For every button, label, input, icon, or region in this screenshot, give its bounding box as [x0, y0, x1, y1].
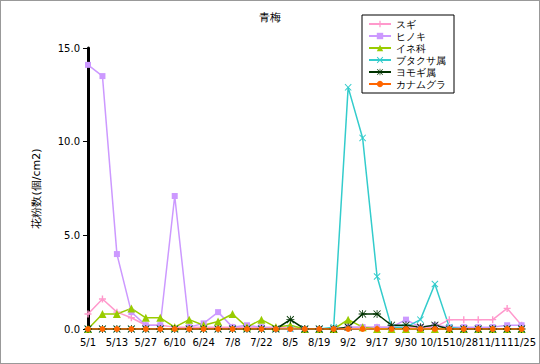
svg-text:11/11: 11/11	[478, 337, 507, 348]
svg-text:7/8: 7/8	[224, 337, 240, 348]
svg-text:0.0: 0.0	[64, 324, 80, 335]
svg-text:5/13: 5/13	[106, 337, 128, 348]
svg-text:10/28: 10/28	[449, 337, 478, 348]
svg-text:ブタクサ属: ブタクサ属	[396, 55, 446, 66]
svg-text:9/2: 9/2	[340, 337, 356, 348]
svg-text:5/1: 5/1	[80, 337, 96, 348]
svg-text:6/10: 6/10	[163, 337, 185, 348]
svg-text:青梅: 青梅	[259, 11, 281, 24]
svg-text:8/5: 8/5	[282, 337, 298, 348]
svg-text:8/19: 8/19	[308, 337, 330, 348]
svg-text:スギ: スギ	[396, 19, 416, 30]
svg-text:10.0: 10.0	[58, 136, 80, 147]
svg-text:カナムグラ: カナムグラ	[396, 79, 446, 90]
svg-text:11/25: 11/25	[507, 337, 536, 348]
svg-text:イネ科: イネ科	[396, 43, 426, 54]
svg-text:6/24: 6/24	[192, 337, 214, 348]
svg-text:ヨモギ属: ヨモギ属	[396, 67, 436, 78]
svg-text:9/30: 9/30	[395, 337, 417, 348]
svg-text:7/22: 7/22	[250, 337, 272, 348]
svg-text:花粉数(個/cm2): 花粉数(個/cm2)	[30, 148, 43, 228]
svg-text:9/17: 9/17	[366, 337, 388, 348]
svg-text:5.0: 5.0	[64, 230, 80, 241]
svg-text:5/27: 5/27	[135, 337, 157, 348]
svg-text:ヒノキ: ヒノキ	[396, 31, 426, 42]
svg-text:15.0: 15.0	[58, 43, 80, 54]
svg-text:10/15: 10/15	[420, 337, 449, 348]
